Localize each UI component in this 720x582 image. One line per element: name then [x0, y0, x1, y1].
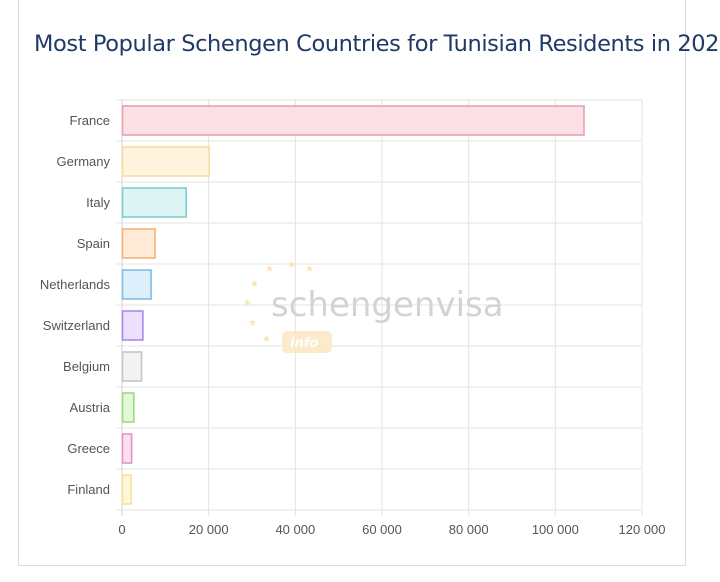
- y-label-spain: Spain: [77, 236, 110, 251]
- bar-france[interactable]: [121, 105, 585, 136]
- svg-text:★: ★: [265, 264, 274, 275]
- x-tick-label-4: 80 000: [449, 522, 489, 537]
- chart-title: Most Popular Schengen Countries for Tuni…: [34, 31, 720, 57]
- watermark-text: schengenvisa: [271, 285, 504, 325]
- svg-text:★: ★: [287, 260, 296, 271]
- y-label-belgium: Belgium: [63, 359, 110, 374]
- x-tick-label-2: 40 000: [275, 522, 315, 537]
- y-label-france: France: [70, 113, 110, 128]
- x-tick-label-0: 0: [118, 522, 125, 537]
- x-axis-labels: 0 20 000 40 000 60 000 80 000 100 000 120 000: [118, 522, 665, 537]
- y-label-switzerland: Switzerland: [43, 318, 110, 333]
- svg-text:★: ★: [243, 298, 252, 309]
- bar-germany[interactable]: [121, 146, 210, 177]
- bar-netherlands[interactable]: [121, 269, 152, 300]
- svg-text:★: ★: [262, 334, 271, 345]
- bar-italy[interactable]: [121, 187, 188, 218]
- x-tick-label-3: 60 000: [362, 522, 402, 537]
- y-label-austria: Austria: [70, 400, 111, 415]
- bar-spain[interactable]: [121, 228, 156, 259]
- bar-belgium[interactable]: [121, 351, 143, 382]
- bar-finland[interactable]: [121, 474, 132, 505]
- y-label-italy: Italy: [86, 195, 110, 210]
- y-label-greece: Greece: [67, 441, 110, 456]
- bar-switzerland[interactable]: [121, 310, 144, 341]
- x-tick-label-6: 120 000: [619, 522, 666, 537]
- bars: [121, 105, 585, 505]
- watermark-logo: ★ ★ ★ ★ ★ ★ ★ schengenvisa info: [243, 260, 504, 353]
- y-label-germany: Germany: [57, 154, 111, 169]
- x-tick-label-1: 20 000: [189, 522, 229, 537]
- svg-text:★: ★: [248, 318, 257, 329]
- x-tick-label-5: 100 000: [532, 522, 579, 537]
- svg-text:★: ★: [305, 264, 314, 275]
- svg-text:★: ★: [250, 279, 259, 290]
- y-label-netherlands: Netherlands: [40, 277, 111, 292]
- bar-austria[interactable]: [121, 392, 135, 423]
- grid-lines: [116, 99, 643, 516]
- y-label-finland: Finland: [67, 482, 110, 497]
- y-axis-labels: France Germany Italy Spain Netherlands Switze…: [40, 113, 111, 497]
- bar-greece[interactable]: [121, 433, 133, 464]
- star-ring-icon: ★ ★ ★ ★ ★ ★ ★: [243, 260, 314, 345]
- watermark-subtext: info: [290, 336, 318, 351]
